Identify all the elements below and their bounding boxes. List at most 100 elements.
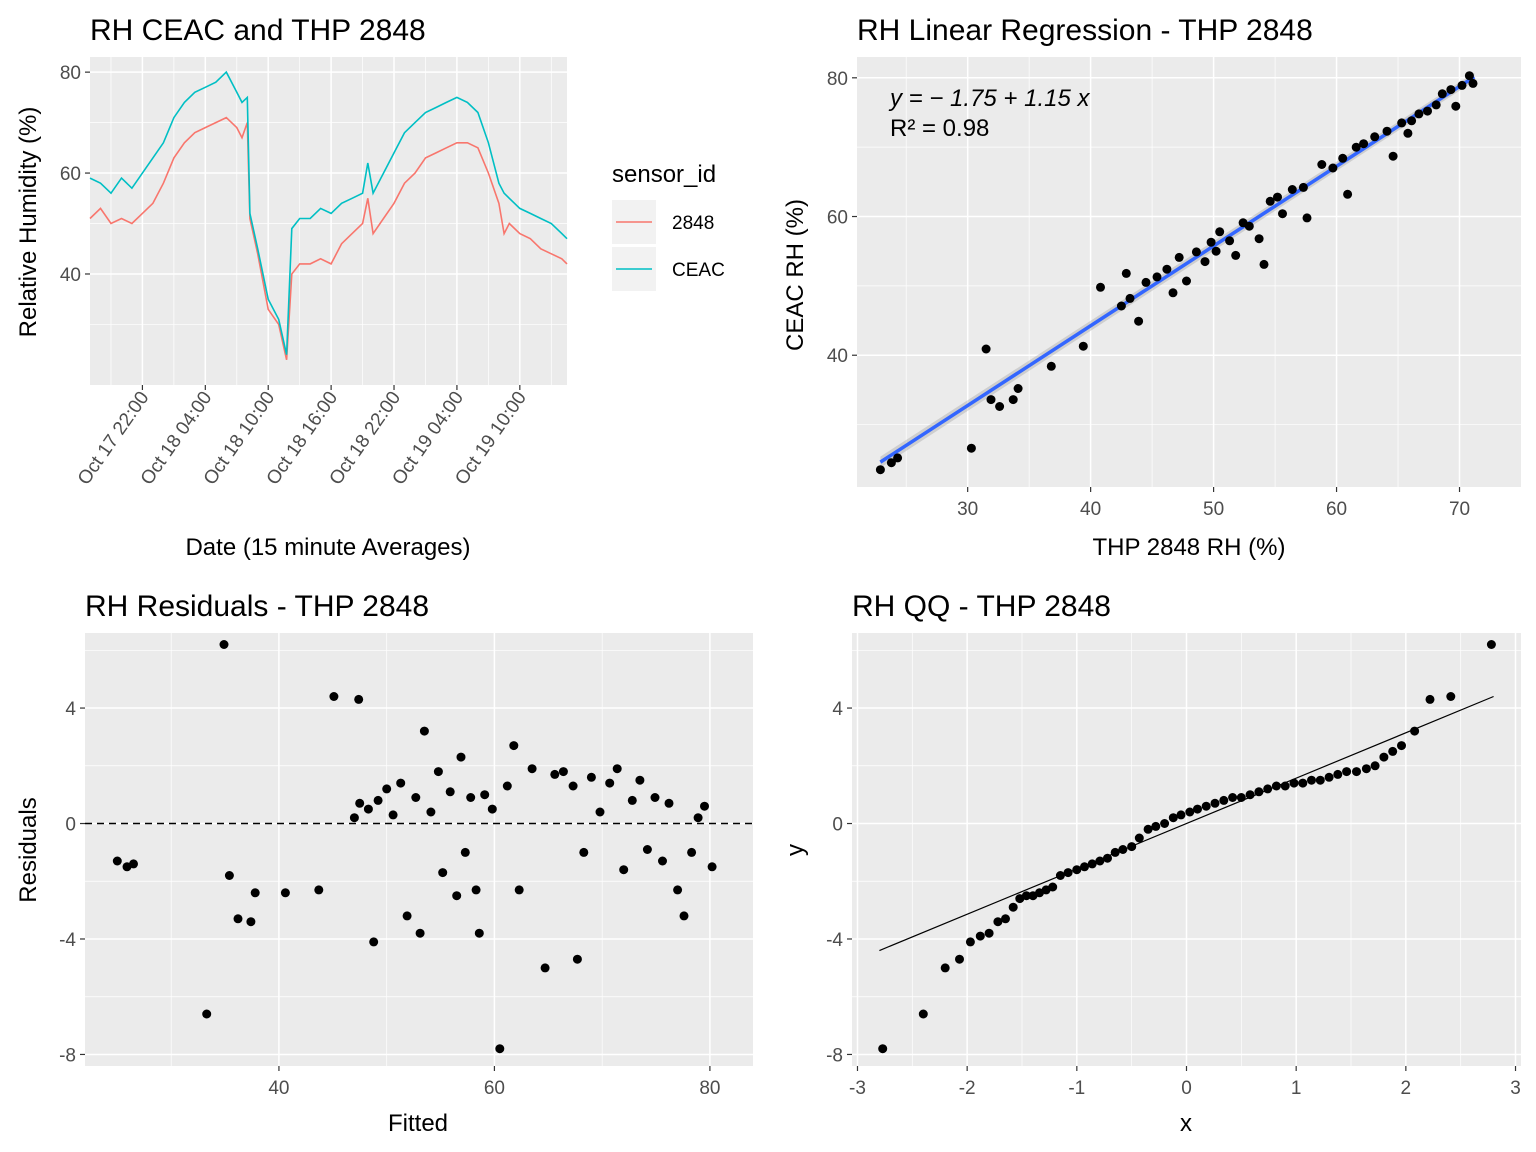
panel-2-x-tick-label: 30 (957, 499, 978, 520)
qq-point (1280, 781, 1290, 791)
panel-3-x-tick-label: 40 (268, 1078, 289, 1099)
scatter-point (1423, 106, 1432, 116)
panel-1-y-tick-labels: 40 60 80 (60, 63, 90, 286)
scatter-point (1206, 237, 1216, 247)
residual-point (369, 937, 379, 947)
legend-label-ceac: CEAC (672, 260, 725, 281)
qq-point (1263, 784, 1273, 794)
scatter-point (986, 395, 996, 405)
scatter-point (1382, 126, 1392, 136)
residual-point (396, 778, 406, 788)
residual-point (426, 807, 436, 817)
qq-point (1048, 882, 1058, 892)
qq-point (1425, 694, 1435, 704)
residual-point (642, 845, 652, 854)
scatter-point (1446, 85, 1456, 95)
residual-point (627, 795, 637, 805)
residual-point (219, 640, 229, 649)
residual-point (693, 813, 703, 823)
scatter-point (1351, 142, 1361, 152)
panel-2-gridlines (857, 57, 1521, 487)
qq-point (1210, 798, 1220, 808)
panel-1-title: RH CEAC and THP 2848 (90, 14, 426, 47)
qq-point (1324, 772, 1334, 782)
qq-point (1080, 862, 1089, 872)
qq-point (1289, 778, 1299, 788)
panel-4-y-tick-label: -4 (826, 930, 843, 951)
qq-point (878, 1044, 888, 1054)
residual-point (509, 741, 519, 751)
qq-point (1397, 741, 1406, 751)
scatter-point (1141, 277, 1151, 287)
residual-point (445, 787, 455, 797)
scatter-point (1168, 288, 1178, 298)
qq-reference-line (879, 695, 1494, 952)
scatter-point (1121, 268, 1131, 278)
panel-4-y-tick-labels: -8 -4 0 4 (826, 699, 852, 1066)
qq-point (1388, 746, 1398, 756)
residual-point (224, 871, 234, 880)
panel-3-x-tick-label: 80 (699, 1078, 720, 1099)
panel-4-x-tick-label: -1 (1068, 1078, 1085, 1099)
scatter-point (1182, 276, 1191, 286)
qq-point (975, 931, 985, 941)
qq-point (1236, 793, 1246, 802)
residual-point (314, 885, 324, 895)
panel-4-x-tick-label: -2 (959, 1078, 976, 1099)
qq-point (1228, 793, 1238, 802)
panel-1-y-axis-title: Relative Humidity (%) (15, 107, 42, 338)
residual-point (280, 888, 290, 898)
residual-point (471, 885, 481, 895)
residual-point (550, 769, 560, 779)
scatter-point (1370, 132, 1380, 142)
scatter-point (1287, 185, 1297, 194)
residual-point (558, 767, 568, 777)
scatter-point (1134, 316, 1144, 326)
panel-3-x-axis-title: Fitted (388, 1110, 448, 1137)
panel-3-x-tick-label: 60 (484, 1078, 505, 1099)
panel-1-series (89, 70, 568, 360)
scatter-point (1244, 221, 1254, 231)
panel-2: RH Linear Regression - THP 2848 30 40 50 60… (782, 14, 1521, 561)
qq-point (1160, 819, 1170, 828)
scatter-point (875, 465, 885, 475)
panel-1-x-axis-title: Date (15 minute Averages) (185, 534, 470, 561)
qq-point (1072, 865, 1082, 875)
panel-2-x-axis-title: THP 2848 RH (%) (1093, 534, 1286, 561)
residual-point (635, 775, 645, 785)
scatter-point (1464, 71, 1474, 81)
residual-point (329, 692, 339, 701)
residual-point (495, 1044, 505, 1054)
scatter-point (1116, 301, 1126, 311)
qq-point (940, 963, 950, 973)
scatter-point (1008, 395, 1018, 405)
residual-point (619, 865, 629, 875)
qq-point (1201, 801, 1211, 811)
residual-point (419, 726, 429, 736)
scatter-point (1278, 209, 1287, 219)
scatter-point (995, 402, 1005, 411)
series-line-ceac (89, 70, 568, 355)
scatter-point (1125, 293, 1135, 303)
residual-point (438, 868, 448, 878)
panel-4-x-tick-label: 1 (1291, 1078, 1302, 1099)
scatter-point (1298, 182, 1308, 192)
residual-point (679, 911, 689, 921)
qq-point (1361, 764, 1371, 774)
scatter-point (1191, 247, 1201, 257)
scatter-point (1078, 341, 1088, 351)
panel-4-title: RH QQ - THP 2848 (852, 590, 1111, 623)
panel-1-y-tick-label: 40 (60, 265, 81, 286)
panel-4-y-axis-title: y (782, 844, 809, 856)
qq-point (1370, 761, 1380, 771)
scatter-point (1231, 250, 1241, 260)
qq-point (1254, 787, 1264, 797)
qq-point (965, 937, 975, 947)
panel-2-y-axis-title: CEAC RH (%) (782, 199, 809, 351)
scatter-point (1359, 139, 1369, 149)
qq-point (1168, 813, 1178, 823)
qq-point (1298, 778, 1308, 788)
scatter-point (1468, 78, 1478, 88)
residual-point (250, 888, 260, 898)
qq-point (993, 917, 1003, 927)
